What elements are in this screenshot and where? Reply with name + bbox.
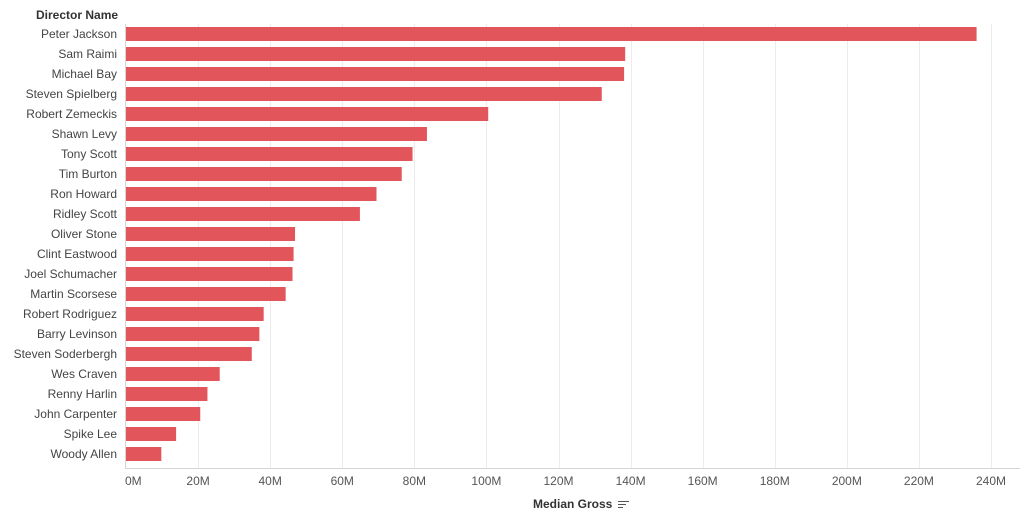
x-tick-label: 240M xyxy=(976,474,1006,488)
category-label: Michael Bay xyxy=(52,67,117,81)
bar[interactable] xyxy=(126,247,294,261)
bar[interactable] xyxy=(126,327,260,341)
category-label: Steven Soderbergh xyxy=(14,347,117,361)
x-axis-title: Median Gross xyxy=(533,497,613,511)
x-tick-label: 220M xyxy=(904,474,934,488)
bar[interactable] xyxy=(126,307,264,321)
category-label: Sam Raimi xyxy=(58,47,117,61)
category-label: Woody Allen xyxy=(51,447,118,461)
x-tick-label: 200M xyxy=(832,474,862,488)
category-label: Ridley Scott xyxy=(53,207,118,221)
category-label: Clint Eastwood xyxy=(37,247,117,261)
category-label: Tim Burton xyxy=(59,167,117,181)
category-label: Spike Lee xyxy=(64,427,118,441)
bar[interactable] xyxy=(126,387,208,401)
bar[interactable] xyxy=(126,127,427,141)
bar[interactable] xyxy=(126,427,177,441)
category-label: Barry Levinson xyxy=(37,327,117,341)
x-tick-label: 120M xyxy=(543,474,573,488)
bar[interactable] xyxy=(126,267,293,281)
bar[interactable] xyxy=(126,47,626,61)
x-tick-label: 60M xyxy=(331,474,354,488)
x-tick-label: 180M xyxy=(760,474,790,488)
x-tick-label: 80M xyxy=(403,474,426,488)
category-label: Tony Scott xyxy=(61,147,118,161)
bar[interactable] xyxy=(126,27,977,41)
category-label: Peter Jackson xyxy=(41,27,117,41)
category-label: Joel Schumacher xyxy=(24,267,117,281)
bar[interactable] xyxy=(126,347,252,361)
bar[interactable] xyxy=(126,447,162,461)
bar[interactable] xyxy=(126,187,377,201)
x-tick-label: 0M xyxy=(125,474,142,488)
category-label: Renny Harlin xyxy=(48,387,117,401)
bar[interactable] xyxy=(126,227,296,241)
bar[interactable] xyxy=(126,287,286,301)
x-tick-label: 160M xyxy=(688,474,718,488)
bar[interactable] xyxy=(126,367,220,381)
bar[interactable] xyxy=(126,207,360,221)
category-label: Ron Howard xyxy=(50,187,117,201)
x-axis-title-group[interactable]: Median Gross xyxy=(533,497,630,511)
x-tick-label: 40M xyxy=(258,474,281,488)
category-label: Shawn Levy xyxy=(52,127,117,141)
bar[interactable] xyxy=(126,147,413,161)
bar[interactable] xyxy=(126,107,489,121)
bar[interactable] xyxy=(126,167,402,181)
category-label: Oliver Stone xyxy=(51,227,117,241)
bar[interactable] xyxy=(126,87,602,101)
category-label: Robert Rodriguez xyxy=(23,307,117,321)
x-tick-label: 20M xyxy=(186,474,209,488)
category-label: John Carpenter xyxy=(34,407,117,421)
category-label: Wes Craven xyxy=(51,367,117,381)
sort-descending-icon[interactable] xyxy=(618,500,630,509)
bar[interactable] xyxy=(126,67,625,81)
category-label: Martin Scorsese xyxy=(30,287,117,301)
x-tick-label: 100M xyxy=(471,474,501,488)
x-tick-label: 140M xyxy=(616,474,646,488)
category-label: Steven Spielberg xyxy=(26,87,117,101)
bar[interactable] xyxy=(126,407,201,421)
row-header: Director Name xyxy=(36,8,119,22)
category-label: Robert Zemeckis xyxy=(26,107,117,121)
